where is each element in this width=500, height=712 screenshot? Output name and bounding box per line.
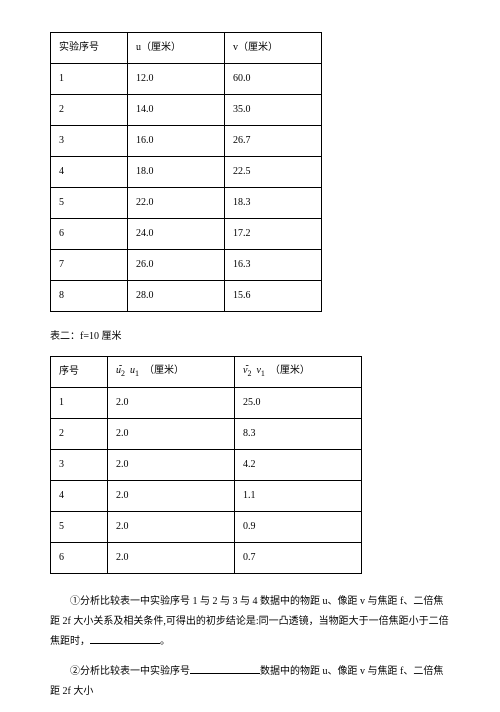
cell: 2.0 [108,512,235,543]
cell: 22.0 [128,188,225,219]
fill-blank[interactable] [190,673,260,674]
cell: 1 [51,388,108,419]
cell: 17.2 [225,219,322,250]
table-two-caption: 表二：f=10 厘米 [50,330,450,344]
cell: 12.0 [128,64,225,95]
cell: 5 [51,512,108,543]
table-row: 6 2.0 0.7 [51,543,362,574]
cell: 18.0 [128,157,225,188]
q1-text-b: 。 [160,636,170,647]
question-2: ②分析比较表一中实验序号数据中的物距 u、像距 v 与焦距 f、二倍焦距 2f … [50,662,450,702]
t1-h2: u（厘米） [128,33,225,64]
table-row: 序号 u2 u1 （厘米） v2 v1 （厘米） [51,357,362,388]
cell: 26.7 [225,126,322,157]
cell: 22.5 [225,157,322,188]
cell: 8 [51,281,128,312]
cell: 5 [51,188,128,219]
t2-h2: u2 u1 （厘米） [108,357,235,388]
cell: 8.3 [235,419,362,450]
cell: 2.0 [108,419,235,450]
cell: 35.0 [225,95,322,126]
table-row: 1 2.0 25.0 [51,388,362,419]
u2-bar: u2 [116,364,125,379]
cell: 28.0 [128,281,225,312]
t1-h3: v（厘米） [225,33,322,64]
table-row: 3 16.0 26.7 [51,126,322,157]
cell: 4.2 [235,450,362,481]
t2-h3-suffix: （厘米） [270,365,310,376]
table-two: 序号 u2 u1 （厘米） v2 v1 （厘米） 1 2.0 25.0 2 2.… [50,356,362,574]
cell: 15.6 [225,281,322,312]
cell: 6 [51,543,108,574]
cell: 1 [51,64,128,95]
cell: 25.0 [235,388,362,419]
cell: 60.0 [225,64,322,95]
cell: 2 [51,95,128,126]
v2-bar: v2 [243,364,251,379]
cell: 26.0 [128,250,225,281]
table-row: 2 14.0 35.0 [51,95,322,126]
t2-h1: 序号 [51,357,108,388]
table-row: 实验序号 u（厘米） v（厘米） [51,33,322,64]
t2-h2-suffix: （厘米） [144,365,184,376]
question-1: ①分析比较表一中实验序号 1 与 2 与 3 与 4 数据中的物距 u、像距 v… [50,592,450,652]
cell: 2.0 [108,481,235,512]
table-row: 6 24.0 17.2 [51,219,322,250]
cell: 14.0 [128,95,225,126]
table-row: 2 2.0 8.3 [51,419,362,450]
table-row: 1 12.0 60.0 [51,64,322,95]
t1-h1: 实验序号 [51,33,128,64]
table-row: 5 2.0 0.9 [51,512,362,543]
cell: 2.0 [108,388,235,419]
table-row: 4 18.0 22.5 [51,157,322,188]
cell: 2.0 [108,543,235,574]
cell: 0.7 [235,543,362,574]
table-row: 5 22.0 18.3 [51,188,322,219]
table-row: 8 28.0 15.6 [51,281,322,312]
cell: 4 [51,157,128,188]
cell: 16.0 [128,126,225,157]
cell: 3 [51,450,108,481]
table-row: 3 2.0 4.2 [51,450,362,481]
cell: 3 [51,126,128,157]
q1-text-a: ①分析比较表一中实验序号 1 与 2 与 3 与 4 数据中的物距 u、像距 v… [50,596,449,647]
cell: 18.3 [225,188,322,219]
cell: 1.1 [235,481,362,512]
cell: 24.0 [128,219,225,250]
cell: 4 [51,481,108,512]
t2-h3: v2 v1 （厘米） [235,357,362,388]
cell: 0.9 [235,512,362,543]
table-row: 4 2.0 1.1 [51,481,362,512]
cell: 2.0 [108,450,235,481]
table-row: 7 26.0 16.3 [51,250,322,281]
cell: 16.3 [225,250,322,281]
table-one: 实验序号 u（厘米） v（厘米） 1 12.0 60.0 2 14.0 35.0… [50,32,322,312]
fill-blank[interactable] [90,643,160,644]
cell: 6 [51,219,128,250]
q2-text-a: ②分析比较表一中实验序号 [70,666,190,677]
cell: 2 [51,419,108,450]
cell: 7 [51,250,128,281]
